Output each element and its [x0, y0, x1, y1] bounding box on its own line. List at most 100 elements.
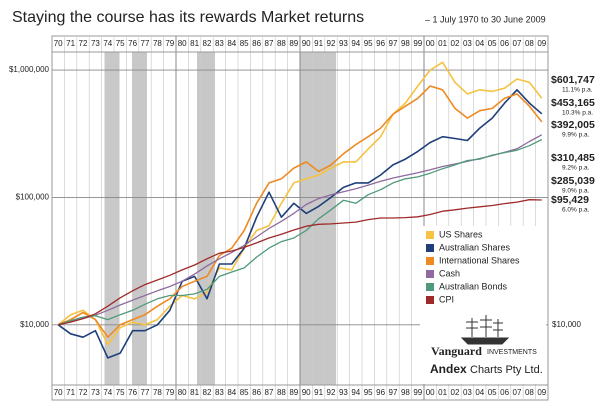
y2-tick-label: $10,000	[552, 320, 581, 329]
x-tick-label: 77	[141, 39, 150, 48]
x-tick-label: 87	[265, 39, 274, 48]
x-tick-label: 74	[103, 388, 112, 397]
x-tick-label: 70	[54, 388, 63, 397]
x-tick-label: 76	[128, 39, 137, 48]
x-tick-label: 03	[463, 39, 472, 48]
x-tick-label: 09	[537, 39, 546, 48]
logo-box	[420, 314, 546, 384]
x-tick-label: 72	[79, 39, 88, 48]
chart-title: Staying the course has its rewards Marke…	[12, 9, 364, 26]
value-label: $453,165	[551, 97, 595, 109]
legend-swatch	[426, 231, 434, 239]
x-tick-label: 75	[116, 39, 125, 48]
x-tick-label: 87	[265, 388, 274, 397]
x-tick-label: 96	[376, 39, 385, 48]
x-tick-label: 80	[178, 388, 187, 397]
x-tick-label: 86	[252, 388, 261, 397]
logo-text: Vanguard	[431, 344, 482, 358]
x-tick-label: 93	[339, 388, 348, 397]
x-tick-label: 88	[277, 388, 286, 397]
x-tick-label: 79	[165, 39, 174, 48]
x-tick-label: 75	[116, 388, 125, 397]
x-tick-label: 83	[215, 39, 224, 48]
x-tick-label: 07	[513, 39, 522, 48]
x-tick-label: 80	[178, 39, 187, 48]
legend-label: International Shares	[439, 255, 520, 265]
x-tick-label: 88	[277, 39, 286, 48]
value-label: $601,747	[551, 74, 595, 86]
series-line	[58, 199, 542, 326]
rate-label: 9.9% p.a.	[562, 132, 590, 139]
legend-label: Cash	[439, 268, 460, 278]
y-tick-label: $10,000	[20, 320, 49, 329]
rate-label: 9.2% p.a.	[562, 165, 590, 172]
legend-swatch	[426, 257, 434, 265]
y-tick-label: $100,000	[16, 193, 50, 202]
x-tick-label: 07	[513, 388, 522, 397]
x-tick-label: 90	[302, 388, 311, 397]
x-tick-label: 03	[463, 388, 472, 397]
rate-label: 11.1% p.a.	[562, 87, 593, 94]
x-tick-label: 71	[66, 39, 75, 48]
x-tick-label: 06	[500, 388, 509, 397]
x-tick-label: 08	[525, 39, 534, 48]
shaded-period	[197, 52, 215, 385]
x-tick-label: 00	[426, 388, 435, 397]
chart-subtitle: – 1 July 1970 to 30 June 2009	[425, 14, 546, 24]
shaded-period	[104, 52, 120, 385]
x-tick-label: 78	[153, 39, 162, 48]
x-tick-label: 76	[128, 388, 137, 397]
x-tick-label: 71	[66, 388, 75, 397]
x-tick-label: 92	[327, 388, 336, 397]
x-tick-label: 89	[289, 39, 298, 48]
x-tick-label: 01	[438, 39, 447, 48]
x-tick-label: 92	[327, 39, 336, 48]
x-tick-label: 77	[141, 388, 150, 397]
x-tick-label: 84	[227, 388, 236, 397]
x-tick-label: 70	[54, 39, 63, 48]
x-tick-label: 91	[314, 388, 323, 397]
ship-icon	[460, 315, 510, 345]
x-tick-label: 91	[314, 39, 323, 48]
x-tick-label: 97	[389, 39, 398, 48]
x-tick-label: 08	[525, 388, 534, 397]
series-line	[57, 61, 543, 346]
x-tick-label: 81	[190, 388, 199, 397]
x-tick-label: 02	[451, 388, 460, 397]
x-tick-label: 96	[376, 388, 385, 397]
lines	[57, 61, 543, 359]
legend-label: Australian Shares	[439, 242, 511, 252]
x-tick-label: 94	[351, 39, 360, 48]
y-tick-label: $1,000,000	[9, 65, 50, 74]
x-tick-label: 02	[451, 39, 460, 48]
x-tick-label: 81	[190, 39, 199, 48]
x-tick-label: 98	[401, 39, 410, 48]
x-tick-label: 73	[91, 39, 100, 48]
x-tick-label: 85	[240, 39, 249, 48]
legend-swatch	[426, 296, 434, 304]
x-tick-label: 06	[500, 39, 509, 48]
labels: 7070717172727373747475757676777778787979…	[9, 39, 595, 397]
legend-swatch	[426, 283, 434, 291]
x-tick-label: 82	[203, 39, 212, 48]
x-tick-label: 78	[153, 388, 162, 397]
x-tick-label: 85	[240, 388, 249, 397]
x-tick-label: 95	[364, 39, 373, 48]
legend-label: US Shares	[439, 229, 483, 239]
value-label: $310,485	[551, 152, 595, 164]
x-tick-label: 93	[339, 39, 348, 48]
x-tick-label: 86	[252, 39, 261, 48]
x-tick-label: 79	[165, 388, 174, 397]
series-line	[57, 85, 543, 338]
rate-label: 10.3% p.a.	[562, 110, 593, 117]
legend: US Shares Australian Shares International …	[426, 229, 520, 304]
x-tick-label: 94	[351, 388, 360, 397]
x-tick-label: 72	[79, 388, 88, 397]
x-tick-label: 73	[91, 388, 100, 397]
x-tick-label: 09	[537, 388, 546, 397]
logo-text: INVESTMENTS	[487, 349, 537, 356]
series-line	[57, 138, 543, 326]
value-label: $95,429	[551, 194, 589, 206]
x-tick-label: 99	[413, 39, 422, 48]
